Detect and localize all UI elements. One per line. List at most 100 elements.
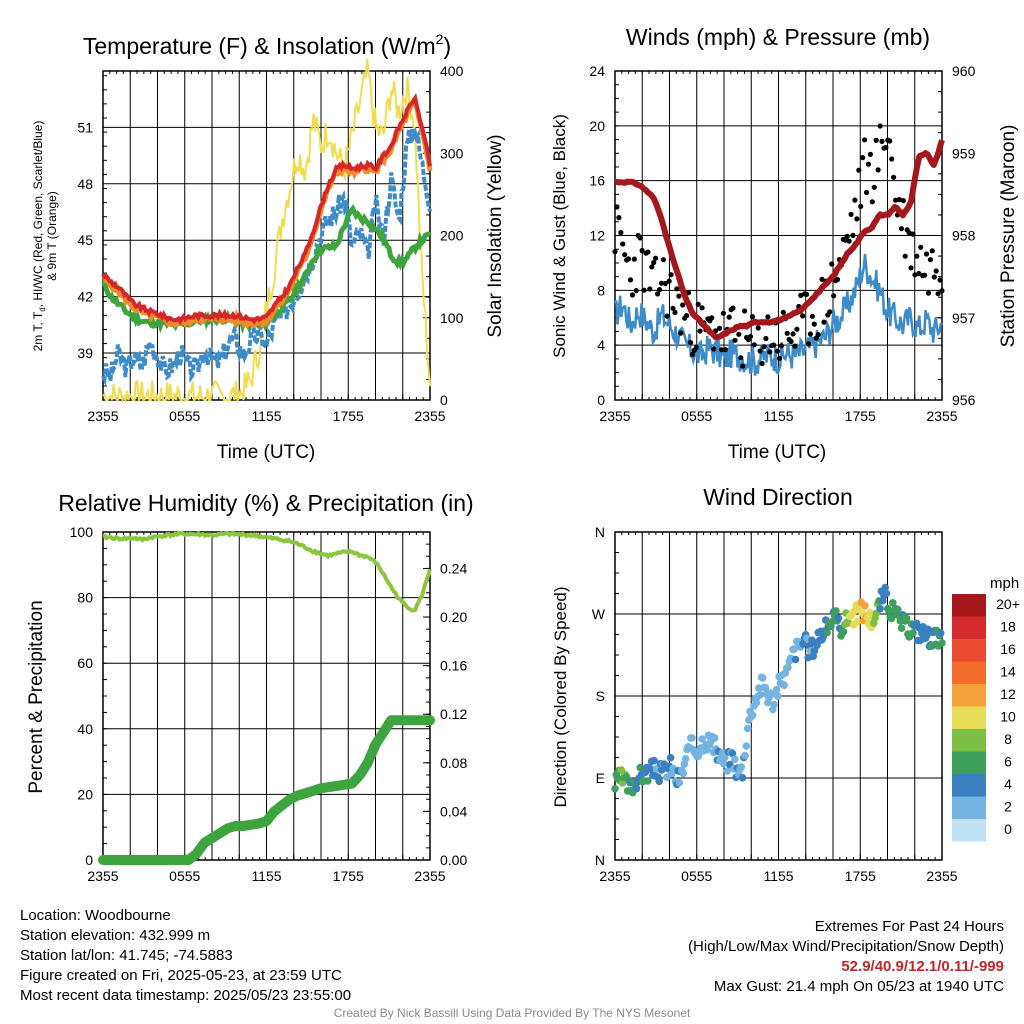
x-tick-label: 1155 xyxy=(763,868,793,884)
x-tick-label: 1755 xyxy=(845,868,876,884)
x-tick-label: 2355 xyxy=(599,408,630,424)
x-tick-label: 1755 xyxy=(333,408,364,424)
colorbar-label: 14 xyxy=(1000,664,1016,680)
gust-point xyxy=(865,161,872,167)
direction-point xyxy=(728,749,737,758)
gust-point xyxy=(815,332,821,338)
y-tick-label: 45 xyxy=(77,232,93,248)
gust-point xyxy=(674,286,680,292)
gust-point xyxy=(757,348,763,354)
gust-point xyxy=(800,313,806,319)
y2-tick-label: 959 xyxy=(952,145,976,161)
direction-point xyxy=(784,663,792,672)
figure-created: Figure created on Fri, 2025-05-23, at 23… xyxy=(20,967,342,984)
station-info: Location: Woodbourne Station elevation: … xyxy=(20,906,351,1006)
gust-point xyxy=(672,309,678,316)
gust-point xyxy=(678,330,684,336)
gust-point xyxy=(935,291,941,297)
direction-point xyxy=(834,614,843,623)
colorbar-label: 16 xyxy=(1000,641,1016,657)
gust-point xyxy=(629,292,636,298)
y-tick-label: 16 xyxy=(589,173,605,189)
gust-point xyxy=(716,325,723,331)
direction-point xyxy=(666,753,675,762)
extremes-values: 52.9/40.9/12.1/0.11/-999 xyxy=(841,958,1004,975)
direction-point xyxy=(823,628,831,637)
y-tick-label: S xyxy=(596,688,605,704)
gust-point xyxy=(622,252,628,258)
direction-point xyxy=(887,614,896,623)
gust-point xyxy=(631,256,637,262)
gust-point xyxy=(633,288,639,294)
gust-point xyxy=(896,197,903,203)
x-tick-label: 2355 xyxy=(414,408,445,424)
direction-point xyxy=(882,589,891,598)
gust-point xyxy=(889,156,895,162)
direction-point xyxy=(688,734,696,742)
direction-point xyxy=(632,784,641,793)
gust-point xyxy=(804,291,810,297)
gust-point xyxy=(848,211,854,217)
y2-tick-label: 0.12 xyxy=(440,706,467,722)
direction-point xyxy=(881,583,889,592)
gust-point xyxy=(939,288,945,294)
direction-point xyxy=(675,778,684,787)
direction-point xyxy=(743,724,752,733)
gust-point xyxy=(927,257,934,263)
gust-point xyxy=(709,315,715,321)
gust-point xyxy=(827,309,833,315)
gust-point xyxy=(639,247,645,254)
gust-point xyxy=(726,314,732,320)
x-tick-label: 2355 xyxy=(87,408,118,424)
x-tick-label: 2355 xyxy=(87,868,118,884)
temperature-right-ylabel: Solar Insolation (Yellow) xyxy=(485,134,506,337)
gust-point xyxy=(900,198,906,204)
recent-timestamp: Most recent data timestamp: 2025/05/23 2… xyxy=(20,987,352,1004)
direction-point xyxy=(698,735,706,743)
gust-point xyxy=(668,272,674,278)
gust-point xyxy=(910,231,916,237)
extremes-block: Extremes For Past 24 Hours (High/Low/Max… xyxy=(688,917,1004,997)
direction-point xyxy=(644,777,652,785)
gust-point xyxy=(722,347,728,353)
winds-xlabel: Time (UTC) xyxy=(728,442,827,463)
direction-point xyxy=(710,734,719,742)
colorbar-label: 2 xyxy=(1004,799,1012,815)
gust-point xyxy=(922,272,928,278)
gust-point xyxy=(831,293,837,299)
gust-point xyxy=(618,230,624,236)
y2-tick-label: 100 xyxy=(440,310,464,326)
gust-point xyxy=(720,310,727,316)
extremes-subtitle: (High/Low/Max Wind/Precipitation/Snow De… xyxy=(688,938,1004,955)
gust-point xyxy=(925,290,932,296)
colorbar-swatch xyxy=(952,661,986,684)
gust-point xyxy=(873,137,879,143)
gust-point xyxy=(829,261,835,267)
temperature-xlabel: Time (UTC) xyxy=(217,442,316,463)
gust-point xyxy=(784,330,790,336)
gust-point xyxy=(736,331,742,337)
gust-point xyxy=(742,308,748,314)
direction-point xyxy=(655,777,663,786)
x-tick-label: 2355 xyxy=(926,868,957,884)
humidity-left-ylabel: Percent & Precipitation xyxy=(26,600,47,793)
colorbar-swatch xyxy=(952,729,986,752)
extremes-title: Extremes For Past 24 Hours xyxy=(814,918,1004,935)
direction-point xyxy=(774,692,782,700)
colorbar-label: 12 xyxy=(1000,686,1016,702)
colorbar-title: mph xyxy=(990,575,1019,592)
colorbar-swatch xyxy=(952,616,986,639)
gust-point xyxy=(858,203,864,209)
gust-point xyxy=(883,144,889,151)
y-tick-label: N xyxy=(595,852,605,868)
direction-point xyxy=(681,754,690,763)
x-tick-label: 1155 xyxy=(251,868,281,884)
direction-point xyxy=(889,599,897,607)
gust-point xyxy=(906,230,912,236)
direction-point xyxy=(719,759,728,768)
gust-point xyxy=(809,313,816,319)
precipitation-series-line xyxy=(98,715,435,865)
temperature-left-ylabel: 2m T, Td, HI/WC (Red, Green, Scarlet/Blu… xyxy=(31,121,59,352)
direction-point xyxy=(758,674,767,682)
gust-point xyxy=(780,309,786,315)
